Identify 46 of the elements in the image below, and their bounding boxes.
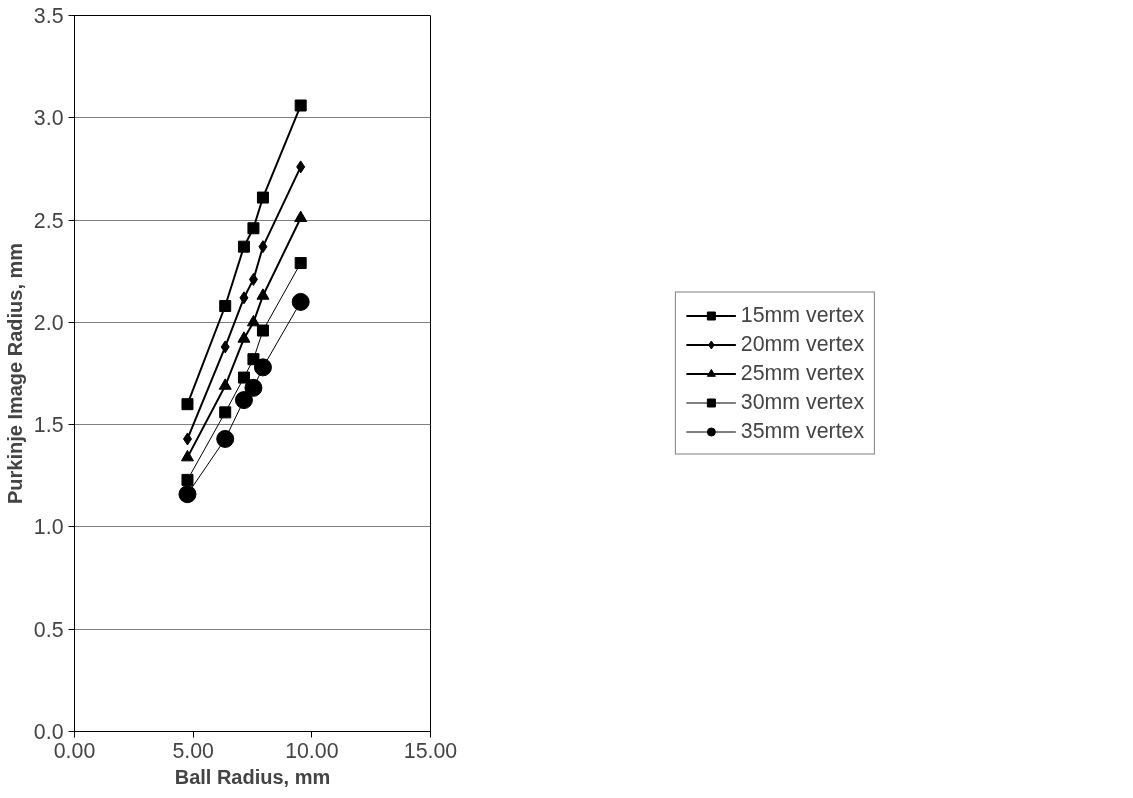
point <box>220 340 230 354</box>
x-tick-label: 5.00 <box>172 738 215 763</box>
point <box>256 191 269 204</box>
point <box>237 371 250 384</box>
legend-label: 30mm vertex <box>740 389 865 415</box>
point <box>294 210 308 222</box>
point <box>181 398 194 411</box>
point <box>180 449 194 462</box>
point <box>248 272 258 286</box>
point <box>216 429 235 448</box>
point <box>218 378 232 390</box>
legend-label: 20mm vertex <box>740 331 865 357</box>
x-tick-label: 10.00 <box>285 738 339 763</box>
point <box>256 288 270 300</box>
y-tick-label: 3.0 <box>33 106 64 131</box>
point <box>256 324 269 337</box>
point <box>294 257 307 270</box>
point <box>247 222 260 235</box>
point <box>296 160 306 174</box>
point <box>182 432 192 446</box>
x-axis-title: Ball Radius, mm <box>174 765 331 788</box>
y-tick-label: 0.5 <box>33 617 64 642</box>
point <box>219 406 232 419</box>
x-tick-label: 15.00 <box>403 738 458 763</box>
point <box>291 292 310 311</box>
y-tick-label: 2.5 <box>33 208 64 233</box>
y-tick-label: 2.0 <box>33 310 64 335</box>
point <box>244 378 263 397</box>
point <box>181 473 194 486</box>
legend-label: 35mm vertex <box>740 418 865 444</box>
point <box>258 240 268 254</box>
point <box>219 299 232 312</box>
point <box>178 485 197 504</box>
point <box>246 314 260 327</box>
point <box>234 391 253 410</box>
y-tick-label: 3.5 <box>33 4 64 28</box>
point <box>294 99 307 112</box>
point <box>237 240 250 253</box>
y-tick-label: 1.5 <box>33 413 64 438</box>
point <box>237 331 251 343</box>
legend-label: 25mm vertex <box>740 360 865 386</box>
point <box>253 358 272 377</box>
legend-label: 15mm vertex <box>740 302 865 328</box>
y-tick-label: 1.0 <box>33 515 64 540</box>
point <box>239 291 249 305</box>
y-axis-title: Purkinje Image Radius, mm <box>3 242 26 505</box>
